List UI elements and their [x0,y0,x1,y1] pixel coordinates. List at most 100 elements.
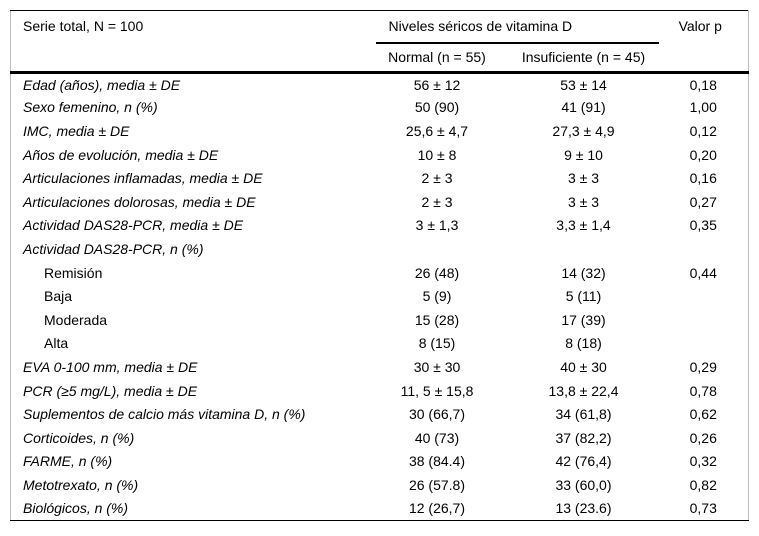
value-insuficiente: 41 (91) [561,99,606,116]
value-insuficiente: 34 (61,8) [555,406,612,423]
row-label: IMC, media ± DE [23,122,130,139]
table-row: FARME, n (%) 38 (84.4) 42 (76,4) 0,32 [11,450,749,474]
group-header-cell: Niveles séricos de vitamina D [366,11,659,44]
table-row: Baja 5 (9) 5 (11) [11,284,749,308]
table-row: Biológicos, n (%) 12 (26,7) 13 (23.6) 0,… [11,497,749,521]
table-row: Remisión 26 (48) 14 (32) 0,44 [11,261,749,285]
value-normal: 40 (73) [414,429,460,446]
group-header-niveles-sericos: Niveles séricos de vitamina D [375,11,659,44]
row-label: Sexo femenino, n (%) [23,99,158,116]
value-normal: 11, 5 ± 15,8 [400,382,474,399]
row-label: Biológicos, n (%) [23,500,129,517]
row-label: Alta [44,335,69,352]
column-header-valor-p: Valor p [658,10,749,74]
value-normal: 3 ± 1,3 [415,217,459,234]
corner-header-serie-total: Serie total, N = 100 [10,10,366,74]
table-row: Moderada 15 (28) 17 (39) [11,308,749,332]
value-normal: 26 (48) [414,264,460,281]
row-label: PCR (≥5 mg/L), media ± DE [23,382,198,399]
value-p: 1,00 [689,99,717,116]
value-insuficiente: 9 ± 10 [564,146,603,163]
table-header: Serie total, N = 100 Niveles séricos de … [10,10,749,74]
value-normal [366,237,509,261]
value-insuficiente: 17 (39) [561,311,606,328]
row-label: Años de evolución, media ± DE [23,146,219,163]
value-insuficiente: 13,8 ± 22,4 [548,382,619,399]
value-normal: 50 (90) [414,99,460,116]
value-p: 0,18 [689,76,717,93]
value-normal: 30 (66,7) [408,406,466,423]
row-label: Corticoides, n (%) [23,429,135,446]
table-row: Años de evolución, media ± DE 10 ± 8 9 ±… [11,143,749,167]
value-p [659,237,749,261]
row-label: Metotrexato, n (%) [23,476,139,493]
row-label: EVA 0-100 mm, media ± DE [23,358,198,375]
value-p: 0,29 [689,358,717,375]
value-insuficiente: 14 (32) [561,264,606,281]
row-label: Baja [44,288,73,305]
value-p: 0,26 [689,429,717,446]
value-p: 0,73 [689,500,717,517]
value-p: 0,35 [689,217,717,234]
value-normal: 2 ± 3 [421,170,453,187]
value-insuficiente: 33 (60,0) [555,476,612,493]
value-insuficiente: 3 ± 3 [567,170,600,187]
table-row: Articulaciones dolorosas, media ± DE 2 ±… [11,190,749,214]
column-header-insuficiente: Insuficiente (n = 45) [508,44,659,74]
value-normal: 5 (9) [422,288,452,305]
value-p: 0,12 [689,122,717,139]
header-row-group: Serie total, N = 100 Niveles séricos de … [10,10,749,74]
row-label: Actividad DAS28-PCR, media ± DE [23,217,244,234]
value-insuficiente: 13 (23.6) [555,500,612,517]
value-p: 0,20 [689,146,717,163]
value-p: 0,44 [689,264,717,281]
row-label: Articulaciones dolorosas, media ± DE [23,193,256,210]
table-row: Actividad DAS28-PCR, media ± DE 3 ± 1,3 … [11,214,749,238]
column-header-normal: Normal (n = 55) [365,44,509,74]
value-normal: 8 (15) [418,335,456,352]
value-insuficiente: 3 ± 3 [567,193,600,210]
value-p: 0,82 [689,476,717,493]
table-row: Actividad DAS28-PCR, n (%) [11,237,749,261]
table-row: PCR (≥5 mg/L), media ± DE 11, 5 ± 15,8 1… [11,379,749,403]
value-insuficiente: 37 (82,2) [555,429,612,446]
value-normal: 10 ± 8 [417,146,457,163]
value-insuficiente: 40 ± 30 [560,358,607,375]
value-p: 0,62 [689,406,717,423]
value-p: 0,16 [689,170,717,187]
row-label: Articulaciones inflamadas, media ± DE [23,170,263,187]
row-label: Actividad DAS28-PCR, n (%) [23,240,204,257]
value-p: 0,32 [689,453,717,470]
vitamin-d-table-wrapper: Serie total, N = 100 Niveles séricos de … [10,10,749,521]
value-normal: 15 (28) [414,311,460,328]
value-p [659,284,749,308]
value-insuficiente: 8 (18) [565,335,602,352]
row-label: Remisión [44,264,103,281]
value-p [659,308,749,332]
value-p: 0,78 [689,382,717,399]
table-row: Metotrexato, n (%) 26 (57.8) 33 (60,0) 0… [11,473,749,497]
value-insuficiente [509,237,659,261]
row-label: Moderada [44,311,108,328]
value-insuficiente: 53 ± 14 [560,76,607,93]
table-row: EVA 0-100 mm, media ± DE 30 ± 30 40 ± 30… [11,355,749,379]
vitamin-d-comparison-table: Serie total, N = 100 Niveles séricos de … [10,10,749,521]
value-insuficiente: 3,3 ± 1,4 [556,217,611,234]
value-normal: 30 ± 30 [413,358,461,375]
value-normal: 12 (26,7) [408,500,466,517]
table-row: Corticoides, n (%) 40 (73) 37 (82,2) 0,2… [11,426,749,450]
row-label: FARME, n (%) [23,453,113,470]
table-row: Alta 8 (15) 8 (18) [11,332,749,356]
value-p: 0,27 [689,193,717,210]
table-row: Suplementos de calcio más vitamina D, n … [11,402,749,426]
table-row: Sexo femenino, n (%) 50 (90) 41 (91) 1,0… [11,96,749,120]
table-row: Edad (años), media ± DE 56 ± 12 53 ± 14 … [11,72,749,96]
value-normal: 56 ± 12 [413,76,461,93]
value-normal: 2 ± 3 [421,193,453,210]
table-row: Articulaciones inflamadas, media ± DE 2 … [11,166,749,190]
value-insuficiente: 27,3 ± 4,9 [552,122,615,139]
value-p [659,332,749,356]
table-body: Edad (años), media ± DE 56 ± 12 53 ± 14 … [11,72,749,520]
row-label: Suplementos de calcio más vitamina D, n … [23,406,306,423]
